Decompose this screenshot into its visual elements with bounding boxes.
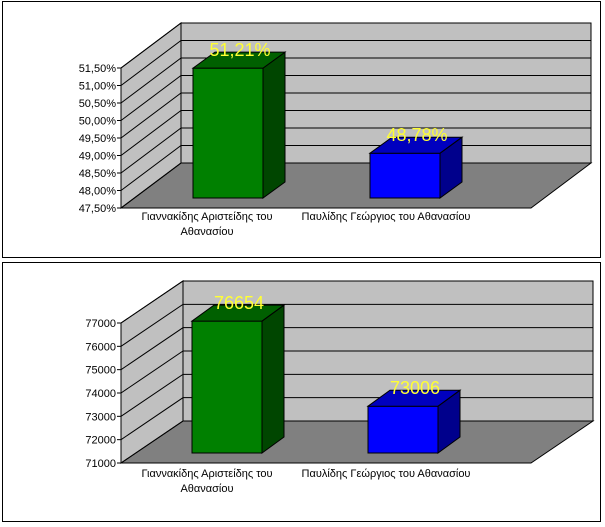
gridline <box>120 57 591 104</box>
y-tick-label: 71000 <box>85 458 116 470</box>
y-tick-label: 74000 <box>85 388 116 400</box>
gridline <box>120 110 591 156</box>
bar-front <box>191 320 263 454</box>
gridline <box>120 127 591 174</box>
y-tick-label: 75000 <box>85 365 116 377</box>
x-category-label: Παυλίδης Γεώργιος του Αθανασίου <box>302 468 471 480</box>
bar-side <box>261 304 285 454</box>
y-tick-label: 51,00% <box>79 81 117 93</box>
bar-2 <box>368 136 464 199</box>
percent-chart: 47,50% 48,00% 48,50% 49,00% 49,50% 50,00% 50,5… <box>79 22 593 238</box>
data-label: 51,21% <box>209 40 270 60</box>
y-tick-label: 47,50% <box>79 203 117 215</box>
chart-panel-votes: 71000 72000 73000 74000 75000 76000 77000 76654… <box>2 262 601 522</box>
bar-front <box>192 67 264 199</box>
bar-front <box>369 152 441 199</box>
y-tick-label: 77000 <box>85 318 116 330</box>
y-tick-label: 73000 <box>85 411 116 423</box>
x-category-label: Γιαννακίδης Αριστείδης του <box>141 211 272 223</box>
data-label: 48,78% <box>386 125 447 145</box>
y-tick-label: 76000 <box>85 341 116 353</box>
y-tick-label: 49,00% <box>79 151 117 163</box>
gridline <box>120 350 593 394</box>
chart-floor <box>119 162 593 209</box>
chart-panel-percent: 47,50% 48,00% 48,50% 49,00% 49,50% 50,00% 50,5… <box>2 1 601 258</box>
bar-side <box>262 51 286 199</box>
y-tick-label: 49,50% <box>79 133 117 145</box>
y-tick-label: 72000 <box>85 435 116 447</box>
data-label: 76654 <box>214 293 264 313</box>
gridline <box>120 22 591 69</box>
gridline <box>120 75 591 121</box>
bar-top <box>368 136 464 154</box>
votes-chart: 71000 72000 73000 74000 75000 76000 77000 76654… <box>85 280 595 495</box>
gridline <box>120 327 593 371</box>
bar-1 <box>190 304 286 454</box>
bar-front <box>367 405 439 454</box>
x-category-label: Αθανασίου <box>180 226 233 238</box>
x-category-label: Αθανασίου <box>180 483 233 495</box>
gridline <box>120 40 591 86</box>
y-tick-label: 50,00% <box>79 116 117 128</box>
gridline <box>120 303 593 347</box>
bar-top <box>190 304 286 322</box>
bar-top <box>366 389 462 407</box>
bar-1 <box>191 51 287 199</box>
bar-2 <box>366 389 462 454</box>
gridline <box>120 373 593 417</box>
x-category-label: Γιαννακίδης Αριστείδης του <box>141 468 272 480</box>
y-tick-label: 50,50% <box>79 98 117 110</box>
x-category-label: Παυλίδης Γεώργιος του Αθανασίου <box>302 211 471 223</box>
bar-top <box>191 51 287 69</box>
y-tick-label: 48,00% <box>79 186 117 198</box>
gridline <box>120 280 593 324</box>
y-tick-label: 48,50% <box>79 168 117 180</box>
gridline <box>120 92 591 139</box>
data-label: 73006 <box>390 378 440 398</box>
y-tick-label: 51,50% <box>79 63 117 75</box>
